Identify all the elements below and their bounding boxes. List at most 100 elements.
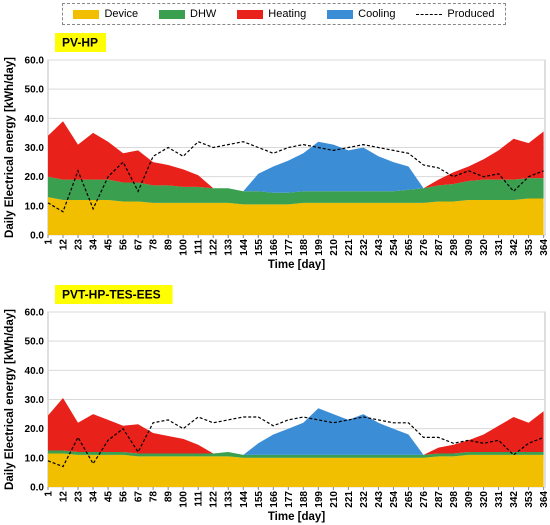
panel-label: PVT-HP-TES-EES bbox=[62, 288, 161, 302]
panel-label: PV-HP bbox=[62, 36, 98, 50]
x-tick-label: 67 bbox=[134, 239, 145, 251]
x-tick-label: 23 bbox=[74, 239, 85, 251]
x-tick-label: 89 bbox=[164, 239, 175, 251]
x-tick-label: 100 bbox=[179, 239, 190, 256]
x-tick-label: 364 bbox=[539, 239, 550, 256]
x-tick-label: 122 bbox=[209, 491, 220, 508]
x-tick-label: 287 bbox=[434, 239, 445, 256]
y-tick-label: 0.0 bbox=[30, 483, 44, 494]
x-tick-label: 111 bbox=[194, 491, 205, 507]
x-tick-label: 78 bbox=[149, 239, 160, 251]
x-tick-label: 232 bbox=[359, 239, 370, 256]
x-tick-label: 133 bbox=[224, 239, 235, 256]
x-tick-label: 254 bbox=[389, 491, 400, 508]
y-tick-label: 20.0 bbox=[25, 424, 45, 435]
x-tick-label: 309 bbox=[464, 239, 475, 256]
y-tick-label: 50.0 bbox=[25, 85, 45, 96]
legend-label-dhw: DHW bbox=[190, 8, 217, 20]
panel-label-box bbox=[55, 285, 173, 304]
legend-item-device: Device bbox=[73, 8, 138, 20]
chart-pvt-hp-tes-ees: 0.0 10.0 20.0 30.0 40.0 50.0 60.0 1 12 23 34 45 56 67… bbox=[4, 285, 550, 523]
x-tick-label: 342 bbox=[509, 491, 520, 508]
x-tick-label: 243 bbox=[374, 491, 385, 508]
x-tick-label: 232 bbox=[359, 491, 370, 508]
line-produced bbox=[47, 141, 544, 213]
x-tick-label: 1 bbox=[44, 239, 55, 245]
area-device bbox=[48, 197, 544, 235]
legend-swatch-produced bbox=[416, 13, 443, 15]
x-tick-label: 89 bbox=[164, 491, 175, 503]
x-tick-label: 265 bbox=[404, 239, 415, 256]
x-tick-label: 331 bbox=[494, 491, 505, 508]
x-tick-label: 309 bbox=[464, 491, 475, 508]
x-tick-label: 342 bbox=[509, 239, 520, 256]
x-tick-label: 331 bbox=[494, 239, 505, 256]
x-tick-label: 122 bbox=[209, 239, 220, 256]
x-tick-label: 144 bbox=[239, 491, 250, 508]
x-tick-label: 34 bbox=[89, 491, 100, 503]
y-tick-label: 0.0 bbox=[30, 231, 44, 242]
legend-swatch-dhw bbox=[159, 9, 186, 19]
legend-item-produced: Produced bbox=[416, 8, 495, 20]
y-tick-label: 40.0 bbox=[25, 366, 45, 377]
x-tick-label: 100 bbox=[179, 491, 190, 508]
x-tick-label: 221 bbox=[344, 491, 355, 508]
x-tick-label: 166 bbox=[269, 239, 280, 256]
y-tick-label: 20.0 bbox=[25, 172, 45, 183]
x-tick-label: 12 bbox=[59, 239, 70, 251]
x-tick-label: 188 bbox=[299, 239, 310, 256]
x-tick-label: 177 bbox=[284, 491, 295, 508]
area-dhw bbox=[48, 176, 544, 205]
x-tick-label: 353 bbox=[524, 491, 535, 508]
x-axis-title: Time [day] bbox=[268, 259, 325, 270]
legend-item-heating: Heating bbox=[237, 8, 306, 20]
legend-swatch-heating bbox=[237, 9, 264, 19]
panel-label-box bbox=[55, 33, 106, 52]
y-tick-label: 60.0 bbox=[25, 308, 45, 319]
x-tick-label: 265 bbox=[404, 491, 415, 508]
x-tick-label: 199 bbox=[314, 239, 325, 256]
x-tick-label: 254 bbox=[389, 239, 400, 256]
legend: Device DHW Heating Cooling Produced bbox=[62, 3, 506, 25]
x-tick-label: 243 bbox=[374, 239, 385, 256]
x-tick-label: 298 bbox=[449, 239, 460, 256]
legend-label-heating: Heating bbox=[268, 8, 307, 20]
x-tick-label: 144 bbox=[239, 239, 250, 256]
legend-swatch-cooling bbox=[327, 9, 354, 19]
x-tick-label: 155 bbox=[254, 239, 265, 256]
y-tick-label: 30.0 bbox=[25, 143, 45, 154]
x-tick-label: 298 bbox=[449, 491, 460, 508]
legend-swatch-device bbox=[73, 9, 100, 19]
y-axis-title: Daily Electrical energy [kWh/day] bbox=[4, 57, 16, 238]
legend-label-cooling: Cooling bbox=[358, 8, 396, 20]
x-tick-label: 78 bbox=[149, 491, 160, 503]
legend-item-dhw: DHW bbox=[159, 8, 216, 20]
y-tick-label: 50.0 bbox=[25, 337, 45, 348]
x-tick-label: 276 bbox=[419, 491, 430, 508]
y-tick-label: 10.0 bbox=[25, 453, 45, 464]
x-tick-label: 1 bbox=[44, 491, 55, 497]
x-tick-label: 67 bbox=[134, 491, 145, 503]
x-tick-label: 177 bbox=[284, 239, 295, 256]
x-tick-label: 155 bbox=[254, 491, 265, 508]
x-tick-label: 23 bbox=[74, 491, 85, 503]
x-axis-title: Time [day] bbox=[268, 511, 325, 523]
area-dhw bbox=[48, 450, 544, 458]
line-produced bbox=[47, 416, 544, 468]
chart-pv-hp: 0.0 10.0 20.0 30.0 40.0 50.0 60.0 1 12 23 34 45 56 67… bbox=[4, 33, 550, 270]
x-tick-label: 12 bbox=[59, 491, 70, 503]
legend-label-produced: Produced bbox=[447, 8, 495, 20]
x-tick-label: 188 bbox=[299, 491, 310, 508]
x-tick-label: 364 bbox=[539, 491, 550, 508]
y-tick-label: 40.0 bbox=[25, 114, 45, 125]
area-cooling bbox=[48, 398, 544, 455]
x-tick-label: 210 bbox=[329, 239, 340, 256]
y-tick-label: 60.0 bbox=[25, 56, 45, 67]
x-tick-label: 45 bbox=[104, 491, 115, 503]
y-tick-label: 10.0 bbox=[25, 201, 45, 212]
x-tick-label: 287 bbox=[434, 491, 445, 508]
x-tick-label: 353 bbox=[524, 239, 535, 256]
area-heating bbox=[48, 398, 544, 455]
x-tick-label: 221 bbox=[344, 239, 355, 256]
x-tick-label: 199 bbox=[314, 491, 325, 508]
